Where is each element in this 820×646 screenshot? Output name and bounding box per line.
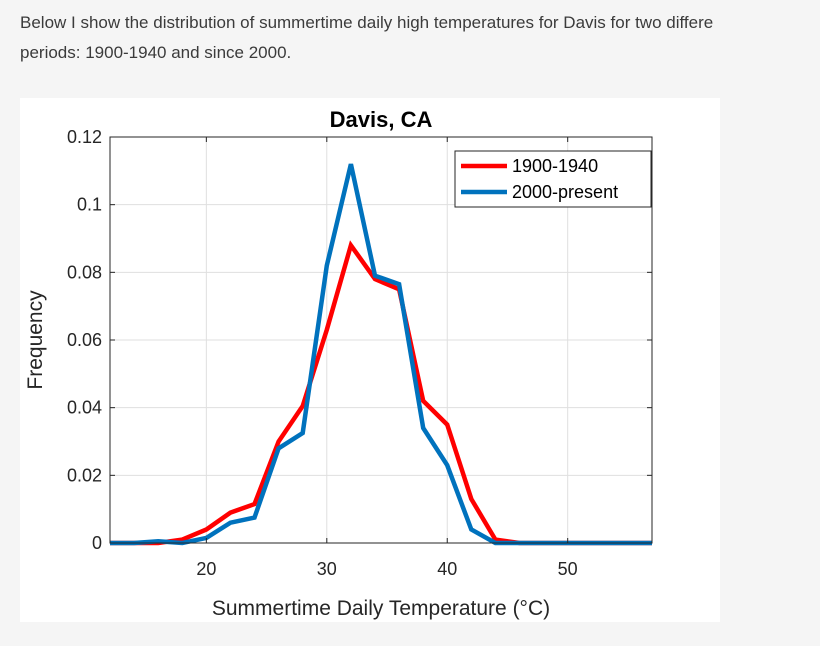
intro-line-1: Below I show the distribution of summert… — [20, 13, 714, 32]
y-tick-label: 0 — [92, 533, 102, 553]
intro-paragraph: Below I show the distribution of summert… — [20, 8, 820, 68]
intro-line-2: periods: 1900-1940 and since 2000. — [20, 43, 292, 62]
series-line-2000-present — [110, 163, 652, 546]
x-tick-label: 20 — [196, 559, 216, 579]
legend-label: 2000-present — [512, 182, 618, 202]
y-tick-label: 0.1 — [77, 195, 102, 215]
chart-svg: 20 30 40 50 0 0.02 0.04 0.06 0.08 0.1 0.12 Davis, … — [24, 107, 653, 620]
x-tick-label: 30 — [317, 559, 337, 579]
y-tick-label: 0.02 — [67, 465, 102, 485]
chart-figure: 20 30 40 50 0 0.02 0.04 0.06 0.08 0.1 0.12 Davis, … — [20, 98, 720, 622]
series-layer — [110, 163, 652, 546]
y-tick-label: 0.04 — [67, 398, 102, 418]
x-tick-label: 50 — [558, 559, 578, 579]
legend-label: 1900-1940 — [512, 156, 598, 176]
series-line-1900-1940 — [110, 240, 652, 546]
x-axis-label: Summertime Daily Temperature (°C) — [212, 597, 550, 620]
y-tick-label: 0.08 — [67, 262, 102, 282]
chart-title: Davis, CA — [330, 107, 433, 132]
y-tick-label: 0.12 — [67, 127, 102, 147]
ticks: 20 30 40 50 0 0.02 0.04 0.06 0.08 0.1 0.12 — [67, 127, 652, 579]
legend: 1900-1940 2000-present — [454, 150, 652, 208]
legend-box — [454, 150, 652, 208]
y-axis-label: Frequency — [24, 290, 47, 390]
x-tick-label: 40 — [437, 559, 457, 579]
y-tick-label: 0.06 — [67, 330, 102, 350]
